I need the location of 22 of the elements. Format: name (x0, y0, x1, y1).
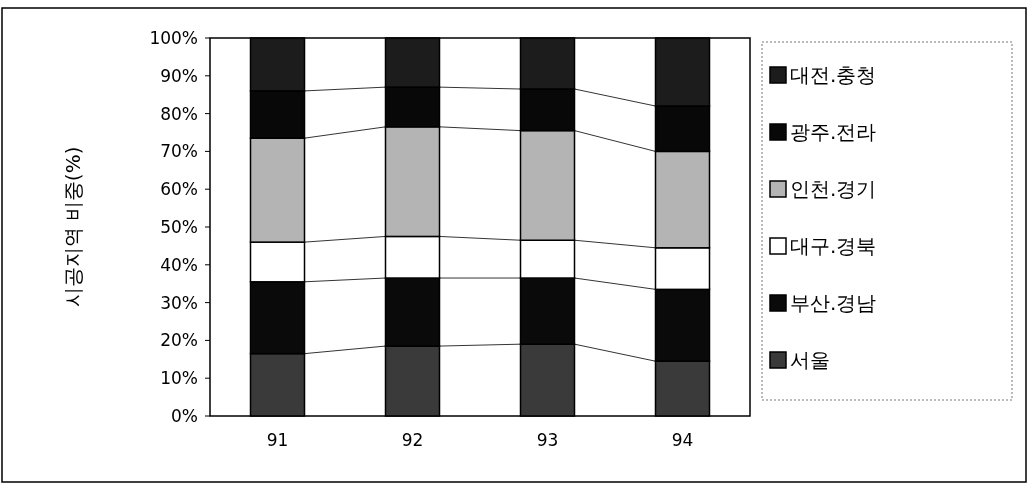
y-tick-label: 30% (160, 292, 198, 313)
y-tick-label: 70% (160, 141, 198, 162)
y-tick-label: 50% (160, 216, 198, 237)
y-tick-label: 0% (171, 405, 198, 426)
legend-label: 대구.경북 (790, 234, 877, 258)
y-tick-label: 60% (160, 179, 198, 200)
y-axis-title: 시공지역 비중(%) (61, 146, 85, 308)
y-tick-label: 80% (160, 103, 198, 124)
y-tick-label: 100% (149, 27, 198, 48)
legend-label: 부산.경남 (790, 291, 877, 315)
legend-label: 인천.경기 (790, 177, 877, 201)
x-tick-label: 92 (401, 430, 424, 450)
legend-label: 광주.전라 (790, 120, 877, 144)
y-tick-label: 40% (160, 254, 198, 275)
x-tick-label: 93 (536, 430, 559, 450)
x-tick-label: 91 (266, 430, 289, 450)
y-tick-label: 90% (160, 65, 198, 86)
legend-label: 대전.충청 (790, 63, 877, 87)
legend-label: 서울 (790, 348, 830, 372)
y-tick-label: 20% (160, 330, 198, 351)
y-tick-label: 10% (160, 368, 198, 389)
x-tick-label: 94 (671, 430, 694, 450)
